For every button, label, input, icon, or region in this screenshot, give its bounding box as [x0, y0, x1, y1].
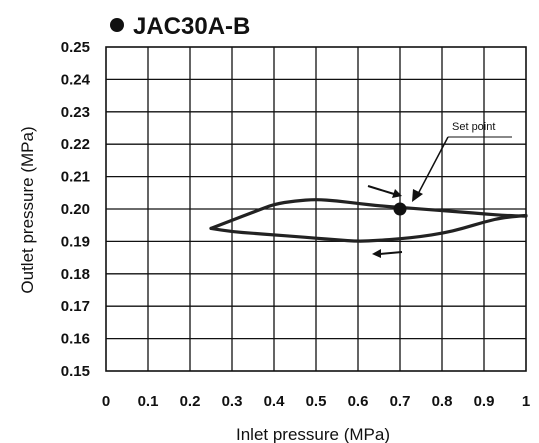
y-tick-label: 0.19: [61, 233, 90, 250]
y-tick-label: 0.15: [61, 363, 90, 380]
x-tick-label: 0.1: [138, 393, 159, 410]
x-tick-label: 0.2: [180, 393, 201, 410]
x-tick-label: 0.4: [264, 393, 286, 410]
y-tick-label: 0.16: [61, 331, 90, 348]
x-tick-label: 0.9: [474, 393, 495, 410]
arrow-upper-line: [367, 185, 395, 195]
series: [209, 198, 528, 243]
title-bullet-icon: [110, 18, 124, 32]
y-tick-label: 0.21: [61, 169, 90, 186]
x-tick-label: 0.3: [222, 393, 243, 410]
arrow-lower-head-icon: [372, 249, 381, 258]
grid: [105, 46, 527, 372]
x-axis-label: Inlet pressure (MPa): [236, 425, 390, 443]
y-tick-label: 0.25: [61, 39, 90, 56]
arrow-lower-line: [379, 251, 403, 255]
arrow-upper-head-icon: [392, 189, 402, 198]
set-point-leader-line: [417, 136, 449, 195]
y-tick-label: 0.20: [61, 201, 90, 218]
y-tick-label: 0.17: [61, 298, 90, 315]
set-point-label: Set point: [452, 121, 495, 133]
x-tick-label: 0: [102, 393, 110, 410]
x-tick-label: 0.7: [390, 393, 411, 410]
series-line-lower: [209, 213, 528, 243]
y-tick-label: 0.23: [61, 104, 90, 121]
x-tick-label: 0.6: [348, 393, 369, 410]
chart-title: JAC30A-B: [110, 13, 250, 40]
x-tick-label: 0.8: [432, 393, 453, 410]
x-tick-label: 1: [522, 393, 530, 410]
series-line-upper: [209, 198, 528, 230]
set-point-arrow-head-icon: [412, 189, 423, 202]
tick-labels: 0 0.1 0.2 0.3 0.4 0.5 0.6 0.7 0.8 0.9 1 0.25 0.24 0.2…: [61, 39, 530, 410]
y-axis-label: Outlet pressure (MPa): [18, 126, 37, 293]
y-tick-label: 0.24: [61, 71, 91, 88]
set-point: [393, 202, 407, 216]
set-point-marker: [393, 202, 407, 216]
y-tick-label: 0.22: [61, 136, 90, 153]
chart-title-text: JAC30A-B: [133, 13, 250, 40]
y-tick-label: 0.18: [61, 266, 90, 283]
x-tick-label: 0.5: [306, 393, 327, 410]
annotations: Set point: [367, 121, 512, 258]
plot-frame: [105, 46, 527, 372]
